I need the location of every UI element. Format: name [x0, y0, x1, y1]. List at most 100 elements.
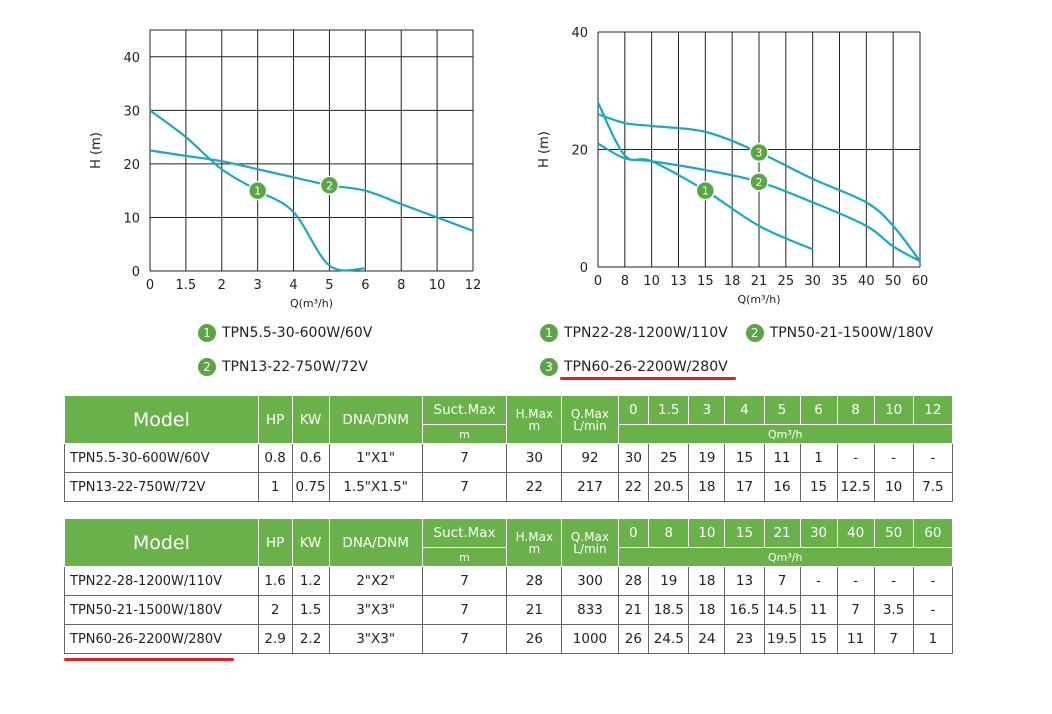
q-point: 12: [912, 395, 954, 425]
legend-label: TPN5.5-30-600W/60V: [222, 325, 373, 341]
table-row: TPN5.5-30-600W/60V 0.8 0.6 1"X1" 7 30 92 30 25 19…: [64, 443, 954, 473]
model-cell: TPN60-26-2200W/280V: [64, 624, 259, 654]
suct-cell: 7: [421, 566, 508, 596]
table-row: TPN22-28-1200W/110V 1.6 1.2 2"X2" 7 28 300 28 19…: [64, 566, 954, 596]
hmax-header: H.Max m: [506, 395, 563, 444]
x-tick-label: 21: [751, 274, 768, 289]
head-value-cell: 21: [617, 595, 650, 625]
head-value-cell: 15: [799, 472, 838, 502]
y-tick-label: 0: [132, 265, 140, 280]
head-value-cell: 13: [724, 566, 765, 596]
head-value-cell: 24: [688, 624, 726, 654]
model-header: Model: [64, 518, 259, 567]
y-tick-label: 0: [580, 261, 588, 276]
chart-grid: [149, 29, 474, 272]
head-value-cell: 7: [763, 566, 801, 596]
head-value-cell: 23: [724, 624, 765, 654]
x-tick-label: 60: [912, 274, 929, 289]
qmax-header: Q.Max L/min: [561, 395, 619, 444]
head-value-cell: 10: [873, 472, 914, 502]
head-value-cell: 24.5: [648, 624, 690, 654]
hmax-cell: 22: [506, 472, 563, 502]
table-row: TPN13-22-750W/72V 1 0.75 1.5"X1.5" 7 22 217 22 2…: [64, 472, 954, 502]
legend-item: 1 TPN22-28-1200W/110V: [540, 324, 728, 342]
head-value-cell: 7.5: [912, 472, 954, 502]
hmax-cell: 30: [506, 443, 563, 473]
model-cell: TPN22-28-1200W/110V: [64, 566, 259, 596]
head-value-cell: -: [873, 566, 914, 596]
head-value-cell: -: [873, 443, 914, 473]
q-point: 60: [912, 518, 954, 548]
y-tick-label: 10: [123, 211, 140, 226]
y-tick-label: 30: [123, 104, 140, 119]
x-tick-label: 4: [289, 278, 297, 293]
dna-cell: 1.5"X1.5": [328, 472, 423, 502]
marker-label: 3: [756, 146, 763, 159]
dna-header: DNA/DNM: [328, 518, 423, 567]
x-tick-label: 30: [804, 274, 821, 289]
head-value-cell: 22: [617, 472, 650, 502]
q-point: 10: [873, 395, 914, 425]
chart-grid: [597, 31, 921, 268]
hmax-cell: 21: [506, 595, 563, 625]
x-tick-label: 8: [397, 278, 405, 293]
head-value-cell: 7: [873, 624, 914, 654]
suct-cell: 7: [421, 472, 508, 502]
legend-label: TPN13-22-750W/72V: [222, 359, 368, 375]
x-axis-label: Q(m³/h): [290, 297, 333, 310]
head-value-cell: 19: [648, 566, 690, 596]
x-tick-label: 0: [146, 278, 154, 293]
x-tick-label: 10: [643, 274, 660, 289]
qmax-cell: 92: [561, 443, 619, 473]
hp-header: HP: [257, 395, 293, 444]
head-value-cell: 15: [799, 624, 838, 654]
hmax-header: H.Max m: [506, 518, 563, 567]
model-cell: TPN50-21-1500W/180V: [64, 595, 259, 625]
x-axis-label: Q(m³/h): [737, 293, 780, 306]
hp-cell: 0.8: [257, 443, 293, 473]
highlight-underline-legend: [560, 377, 736, 380]
x-tick-label: 25: [778, 274, 795, 289]
kw-cell: 0.6: [291, 443, 330, 473]
head-value-cell: 11: [799, 595, 838, 625]
qmax-cell: 1000: [561, 624, 619, 654]
legend-left-row-2: 2 TPN13-22-750W/72V: [198, 358, 368, 376]
x-tick-label: 6: [361, 278, 369, 293]
marker-label: 1: [254, 185, 261, 198]
x-tick-label: 35: [831, 274, 848, 289]
legend-badge: 3: [540, 358, 558, 376]
q-unit: Qm³/h: [617, 547, 953, 567]
q-point: 40: [836, 518, 875, 548]
head-value-cell: 11: [763, 443, 801, 473]
suct-unit: m: [421, 424, 508, 444]
y-tick-label: 20: [571, 144, 588, 159]
x-tick-label: 12: [465, 278, 482, 293]
head-value-cell: 18: [688, 472, 726, 502]
legend-label: TPN50-21-1500W/180V: [769, 325, 934, 341]
kw-cell: 1.5: [291, 595, 330, 625]
suct-unit: m: [421, 547, 508, 567]
kw-header: KW: [291, 395, 330, 444]
dna-cell: 3"X3": [328, 624, 423, 654]
x-tick-label: 50: [885, 274, 902, 289]
head-value-cell: 12.5: [836, 472, 875, 502]
head-value-cell: 3.5: [873, 595, 914, 625]
legend-right-row-2: 3 TPN60-26-2200W/280V: [540, 358, 728, 376]
head-value-cell: -: [912, 566, 954, 596]
head-value-cell: 1: [912, 624, 954, 654]
hp-cell: 2.9: [257, 624, 293, 654]
x-tick-label: 2: [218, 278, 226, 293]
x-tick-label: 18: [724, 274, 741, 289]
x-tick-label: 8: [621, 274, 629, 289]
suct-cell: 7: [421, 624, 508, 654]
q-unit: Qm³/h: [617, 424, 953, 444]
kw-header: KW: [291, 518, 330, 567]
legend-right-row-1: 1 TPN22-28-1200W/110V 2 TPN50-21-1500W/1…: [540, 324, 951, 342]
highlight-underline-table: [64, 658, 234, 661]
legend-item: 2 TPN50-21-1500W/180V: [745, 324, 934, 342]
y-axis-label: H (m): [537, 131, 552, 168]
model-cell: TPN5.5-30-600W/60V: [64, 443, 259, 473]
head-value-cell: 25: [648, 443, 690, 473]
q-point: 1.5: [648, 395, 690, 425]
